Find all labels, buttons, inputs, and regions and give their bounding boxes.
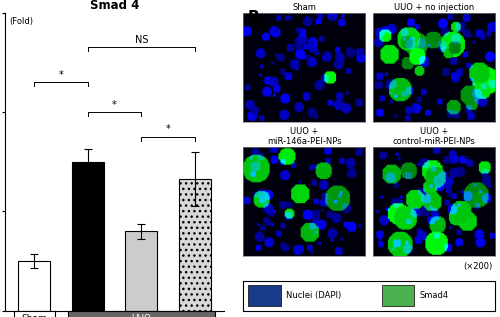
Text: UUO: UUO [132, 314, 152, 317]
Text: B: B [248, 10, 259, 24]
Bar [14, 311, 54, 317]
Text: Nuclei (DAPI): Nuclei (DAPI) [286, 291, 341, 300]
Text: (Fold): (Fold) [10, 17, 34, 26]
Title: UUO +
miR-146a-PEI-NPs: UUO + miR-146a-PEI-NPs [267, 126, 342, 146]
Text: *: * [166, 124, 170, 134]
Text: *: * [112, 100, 117, 110]
Bar [72, 162, 104, 311]
Title: Smad 4: Smad 4 [90, 0, 140, 11]
Bar [248, 285, 281, 306]
Bar [68, 311, 215, 317]
Bar [382, 285, 414, 306]
Bar [178, 179, 211, 311]
Title: Sham: Sham [292, 3, 316, 12]
Text: (×200): (×200) [463, 262, 492, 270]
Title: UUO +
control-miR-PEI-NPs: UUO + control-miR-PEI-NPs [392, 126, 475, 146]
Text: Sham: Sham [22, 314, 48, 317]
Title: UUO + no injection: UUO + no injection [394, 3, 474, 12]
Bar [18, 261, 50, 311]
Text: NS: NS [134, 35, 148, 45]
Bar [126, 231, 158, 311]
Text: *: * [58, 70, 64, 80]
Text: Smad4: Smad4 [420, 291, 448, 300]
